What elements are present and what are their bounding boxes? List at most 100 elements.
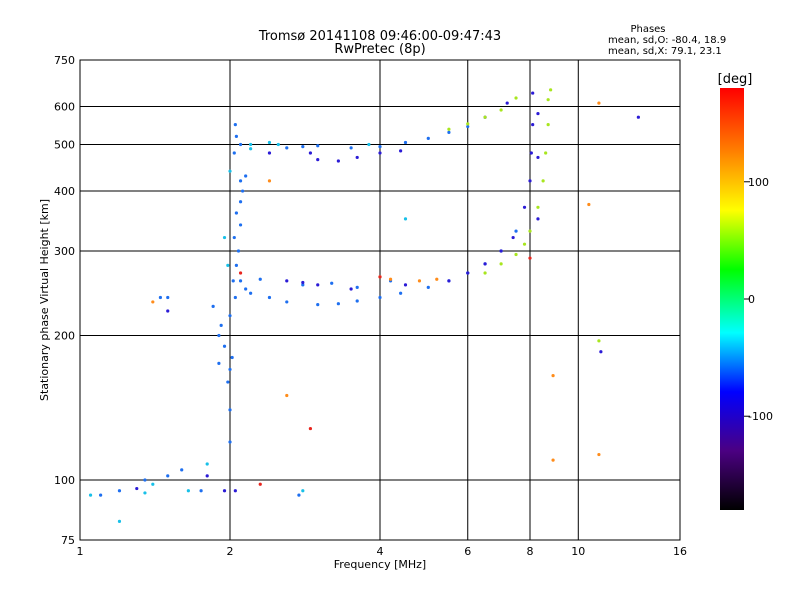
data-point (447, 127, 451, 131)
data-point (399, 291, 403, 295)
x-tick-label: 4 (377, 545, 384, 558)
data-point (536, 155, 540, 160)
data-point (378, 275, 382, 279)
data-point (549, 88, 553, 92)
data-point (238, 142, 243, 147)
data-point (135, 486, 139, 491)
data-point (367, 142, 371, 147)
chart-title: Tromsø 20141108 09:46:00-09:47:43 (258, 29, 501, 44)
data-point (528, 179, 532, 183)
data-point (336, 159, 340, 163)
data-point (267, 140, 272, 145)
data-point (88, 493, 93, 497)
data-point (236, 249, 241, 253)
data-point (551, 458, 555, 462)
data-point (205, 462, 209, 466)
data-point (238, 271, 243, 275)
data-point (349, 287, 353, 291)
data-point (233, 295, 237, 300)
x-axis-label: Frequency [MHz] (334, 558, 426, 571)
data-point (336, 302, 340, 306)
data-point (551, 374, 555, 378)
chart-subtitle: RwPretec (8p) (334, 42, 425, 57)
data-point (536, 111, 540, 116)
data-point (597, 101, 601, 105)
data-points (88, 88, 640, 523)
data-point (514, 252, 518, 257)
data-point (151, 300, 155, 304)
colorbar-tick-label: 100 (748, 176, 769, 189)
data-point (636, 115, 640, 119)
data-point (143, 478, 147, 482)
x-tick-label: 16 (673, 545, 687, 558)
data-point (388, 277, 393, 281)
data-point (544, 151, 548, 155)
data-point (355, 155, 359, 160)
data-point (316, 158, 320, 162)
data-point (228, 408, 232, 412)
data-point (426, 136, 430, 140)
data-point (546, 123, 550, 127)
y-tick-label: 300 (54, 245, 75, 258)
data-point (166, 295, 170, 300)
data-point (217, 333, 221, 338)
data-point (226, 263, 230, 267)
data-point (158, 295, 163, 300)
data-point (233, 123, 237, 127)
data-point (483, 262, 487, 266)
data-point (403, 140, 408, 145)
data-point (228, 367, 232, 372)
data-point (403, 217, 408, 221)
colorbar (720, 88, 744, 510)
y-tick-label: 100 (54, 474, 75, 487)
data-point (301, 145, 305, 149)
x-tick-label: 2 (227, 545, 234, 558)
data-point (217, 361, 221, 365)
data-point (249, 291, 253, 295)
data-point (244, 174, 248, 178)
y-tick-label: 500 (54, 139, 75, 152)
data-point (378, 145, 382, 149)
data-point (238, 279, 243, 283)
data-point (355, 285, 359, 289)
data-point (546, 98, 550, 102)
data-point (234, 211, 238, 215)
data-point (230, 355, 234, 360)
data-point (143, 491, 147, 495)
data-point (499, 262, 503, 266)
data-point (466, 124, 470, 129)
data-point (249, 142, 253, 147)
data-point (205, 474, 209, 478)
data-point (244, 287, 248, 291)
data-point (234, 263, 238, 267)
data-point (316, 283, 320, 287)
data-point (316, 144, 320, 148)
data-point (231, 279, 235, 283)
data-point (232, 151, 236, 155)
stats-line-x: mean, sd,X: 79.1, 23.1 (608, 46, 722, 57)
stats-line-o: mean, sd,O: -80.4, 18.9 (608, 35, 726, 46)
y-axis-label: Stationary phase Virtual Height [km] (38, 199, 51, 401)
data-point (117, 519, 122, 523)
data-point (285, 146, 289, 150)
data-point (258, 277, 262, 281)
data-point (249, 147, 253, 151)
data-point (234, 134, 238, 138)
data-point (267, 295, 272, 300)
data-point (403, 283, 408, 287)
data-point (228, 440, 232, 444)
x-tick-label: 8 (527, 545, 534, 558)
data-point (349, 146, 353, 150)
colorbar-tick-label: -100 (748, 410, 773, 423)
data-point (301, 280, 305, 285)
y-tick-label: 600 (54, 101, 75, 114)
data-point (238, 200, 243, 204)
y-tick-label: 200 (54, 330, 75, 343)
data-point (166, 309, 170, 313)
data-point (483, 115, 487, 119)
data-point (238, 179, 243, 183)
data-point (447, 279, 451, 283)
data-point (355, 299, 359, 303)
y-tick-label: 400 (54, 185, 75, 198)
data-point (285, 393, 289, 398)
